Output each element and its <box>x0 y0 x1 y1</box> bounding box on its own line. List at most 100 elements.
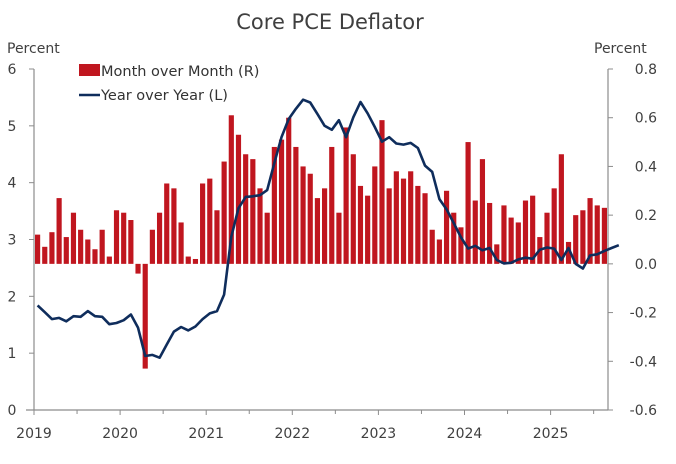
mom-bar <box>314 198 320 264</box>
x-tick-label: 2021 <box>188 426 224 442</box>
mom-bar <box>49 232 55 264</box>
mom-bars <box>35 115 607 369</box>
mom-bar <box>372 166 378 264</box>
left-tick-label: 1 <box>8 346 17 362</box>
mom-bar <box>264 212 270 264</box>
x-tick-label: 2024 <box>447 426 483 442</box>
legend-label-yoy: Year over Year (L) <box>100 88 228 104</box>
mom-bar <box>300 166 306 264</box>
mom-bar <box>200 183 206 264</box>
mom-bar <box>307 173 313 264</box>
mom-bar <box>587 198 593 264</box>
mom-bar <box>121 212 127 264</box>
mom-bar <box>565 241 572 264</box>
legend-swatch-mom <box>79 64 100 76</box>
mom-bar <box>558 154 564 264</box>
legend: Month over Month (R) Year over Year (L) <box>79 64 259 104</box>
right-tick-label: -0.6 <box>630 403 657 419</box>
right-tick-label: 0.4 <box>635 159 657 175</box>
mom-bar <box>458 227 464 264</box>
mom-bar <box>149 229 155 264</box>
mom-bar <box>78 229 84 264</box>
mom-bar <box>286 117 292 264</box>
mom-bar <box>422 193 428 264</box>
mom-bar <box>185 256 191 264</box>
mom-bar <box>250 159 256 264</box>
mom-bar <box>350 154 356 264</box>
legend-label-mom: Month over Month (R) <box>101 64 259 80</box>
mom-bar <box>357 185 364 264</box>
mom-bar <box>530 195 536 264</box>
mom-bar <box>379 120 385 264</box>
x-tick-label: 2022 <box>274 426 310 442</box>
right-axis: -0.6 -0.4 -0.2 0.0 0.2 0.4 0.6 0.8 <box>607 62 657 419</box>
mom-bar <box>70 212 77 264</box>
mom-bar <box>408 171 414 264</box>
mom-bar <box>214 210 220 264</box>
mom-bar <box>221 161 227 264</box>
mom-bar <box>508 217 514 264</box>
mom-bar <box>415 185 421 264</box>
mom-bar <box>443 190 450 264</box>
mom-bar <box>594 205 600 264</box>
mom-bar <box>92 249 98 264</box>
mom-bar <box>271 146 277 264</box>
mom-bar <box>42 246 48 264</box>
mom-bar <box>192 258 199 264</box>
right-axis-label: Percent <box>594 41 647 57</box>
mom-bar <box>56 198 62 264</box>
mom-bar <box>580 210 586 264</box>
mom-bar <box>156 212 163 264</box>
mom-bar <box>178 222 184 264</box>
left-axis-label: Percent <box>7 41 60 57</box>
mom-bar <box>207 178 213 264</box>
left-tick-label: 2 <box>8 289 17 305</box>
right-tick-label: 0.0 <box>635 257 657 273</box>
x-tick-label: 2025 <box>533 426 569 442</box>
mom-bar <box>343 127 349 264</box>
x-tick-label: 2020 <box>102 426 138 442</box>
mom-bar <box>479 159 486 264</box>
mom-bar <box>544 212 550 264</box>
mom-bar <box>228 115 234 264</box>
mom-bar <box>113 210 120 264</box>
mom-bar <box>472 200 478 264</box>
yoy-line-group <box>36 98 620 360</box>
mom-bar <box>278 139 285 264</box>
right-tick-label: 0.6 <box>635 111 657 127</box>
mom-bar <box>257 188 263 264</box>
right-tick-label: -0.2 <box>630 306 657 322</box>
mom-bar <box>451 212 457 264</box>
mom-bar <box>436 239 442 264</box>
mom-bar <box>601 207 607 264</box>
left-tick-label: 0 <box>8 403 17 419</box>
left-tick-label: 5 <box>8 119 17 135</box>
mom-bar <box>393 171 399 264</box>
mom-bar <box>293 146 299 264</box>
mom-bar <box>400 178 407 264</box>
yoy-line <box>36 98 620 360</box>
x-axis: 2019 2020 2021 2022 2023 2024 2025 <box>16 409 608 442</box>
chart-title: Core PCE Deflator <box>236 10 424 34</box>
left-axis: 0 1 2 3 4 5 6 <box>8 62 35 419</box>
mom-bar <box>171 188 177 264</box>
mom-bar <box>164 183 170 264</box>
mom-bar <box>106 256 112 264</box>
x-tick-label: 2019 <box>16 426 52 442</box>
mom-bar <box>142 263 148 369</box>
mom-bar <box>522 200 529 264</box>
right-tick-label: 0.8 <box>635 62 657 78</box>
mom-bar <box>243 154 249 264</box>
right-tick-label: 0.2 <box>635 208 657 224</box>
mom-bar <box>85 239 91 264</box>
mom-bar <box>494 244 500 264</box>
right-tick-label: -0.4 <box>630 354 657 370</box>
left-tick-label: 4 <box>8 176 17 192</box>
mom-bar <box>365 195 371 264</box>
mom-bar <box>386 188 392 264</box>
mom-bar <box>429 229 435 264</box>
mom-bar <box>487 202 493 264</box>
left-tick-label: 6 <box>8 62 17 78</box>
mom-bar <box>515 222 521 264</box>
